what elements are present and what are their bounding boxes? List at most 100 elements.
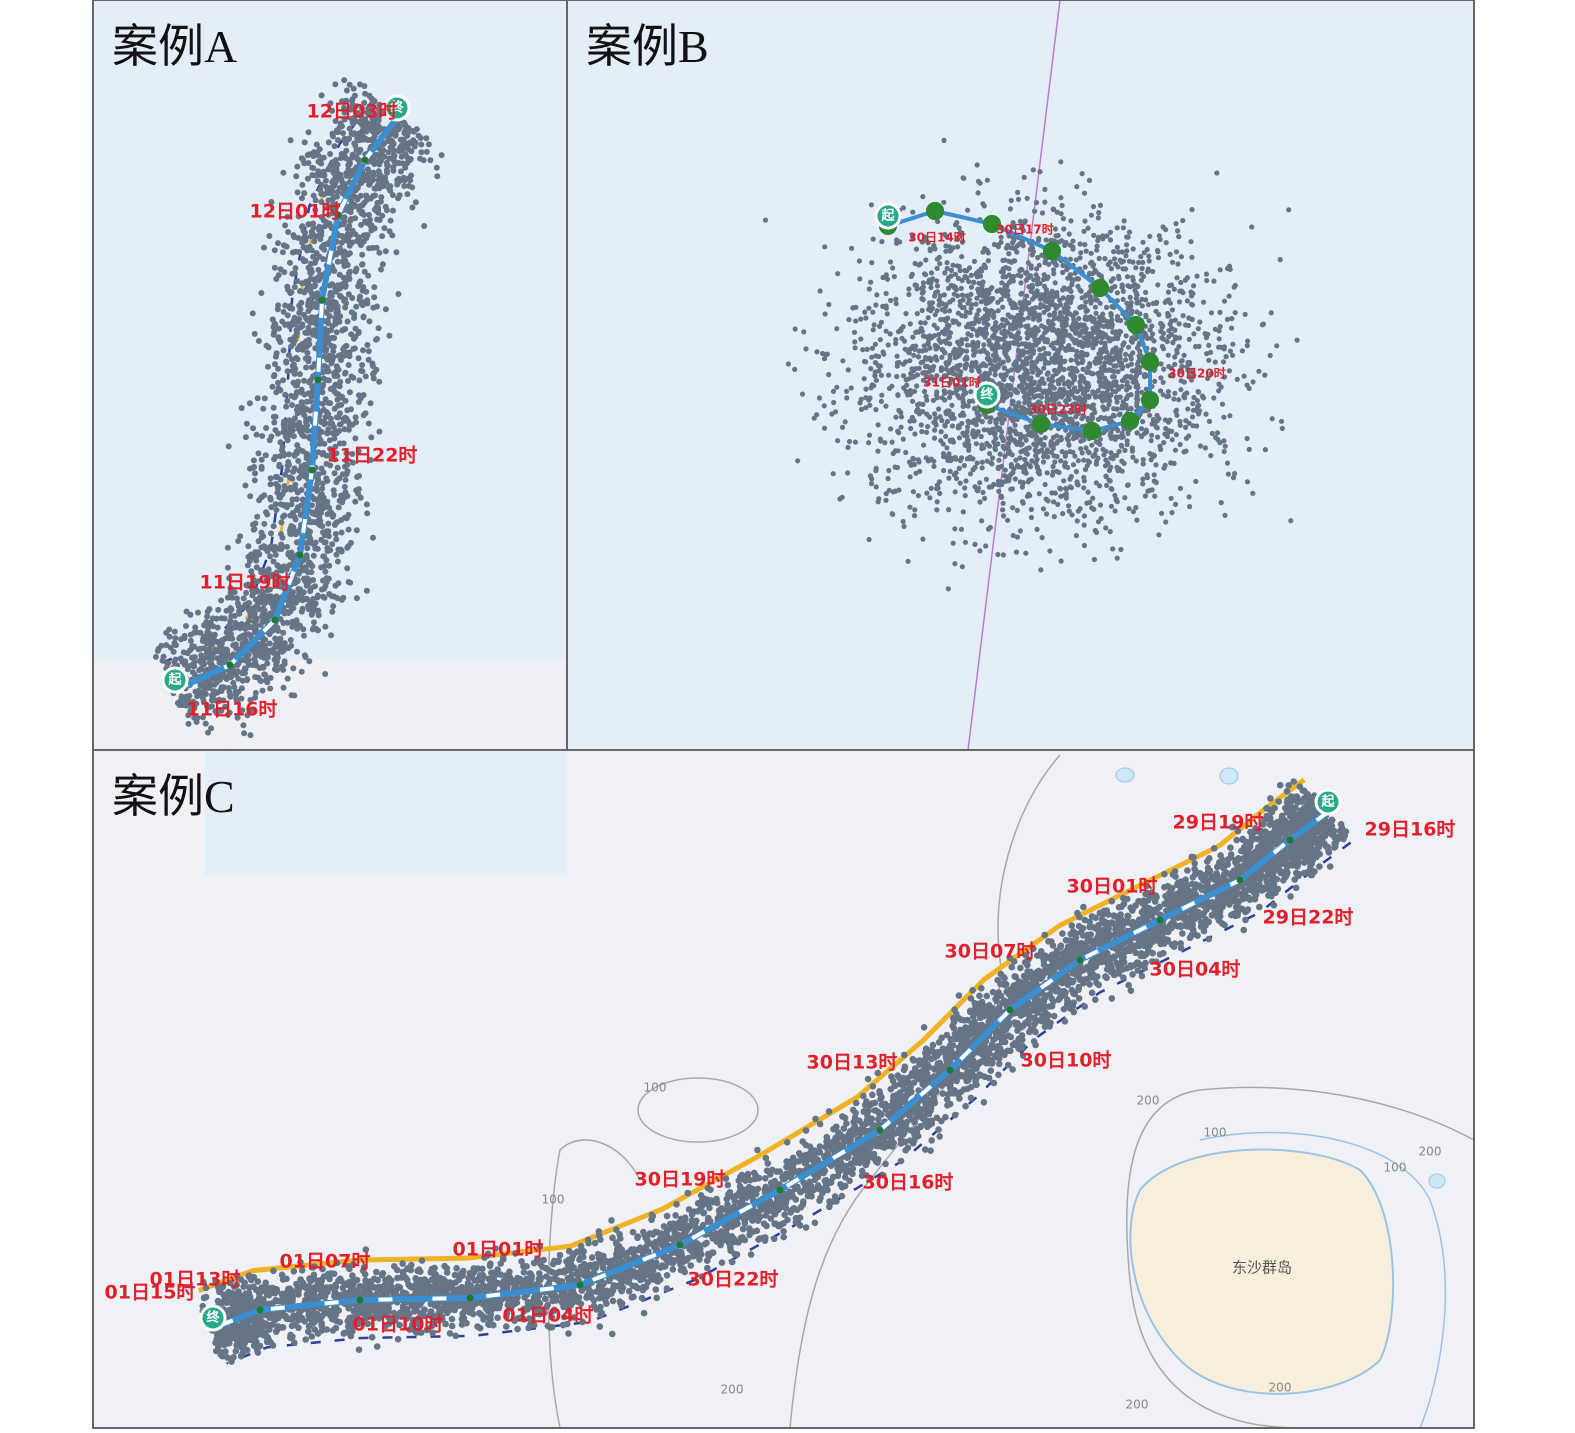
ensemble-member: [249, 573, 256, 579]
ensemble-member: [1000, 304, 1006, 310]
ensemble-member: [255, 538, 262, 545]
ensemble-member: [1048, 440, 1054, 446]
ensemble-member: [988, 415, 994, 421]
ensemble-member: [931, 333, 938, 339]
ensemble-member: [323, 219, 330, 226]
ensemble-member: [1112, 508, 1118, 514]
ensemble-member: [245, 631, 252, 638]
ensemble-member: [339, 258, 346, 265]
ensemble-member: [1012, 315, 1018, 321]
ensemble-member: [325, 320, 332, 327]
ensemble-member: [965, 207, 971, 213]
ensemble-member: [1185, 359, 1191, 366]
ensemble-member: [296, 371, 303, 378]
ensemble-member: [387, 187, 394, 194]
ensemble-member: [323, 575, 330, 582]
ensemble-member: [224, 652, 231, 659]
ensemble-member: [271, 372, 278, 378]
ensemble-member: [398, 153, 405, 160]
ensemble-member: [1186, 494, 1192, 500]
ensemble-member: [181, 635, 188, 642]
ensemble-member: [386, 332, 393, 339]
ensemble-member: [287, 290, 294, 297]
ensemble-member: [1278, 418, 1285, 424]
ensemble-member: [386, 155, 393, 162]
ensemble-member: [1170, 340, 1176, 346]
ensemble-member: [292, 265, 299, 272]
ensemble-member: [291, 692, 298, 699]
ensemble-member: [329, 159, 336, 166]
ensemble-member: [980, 348, 986, 354]
ensemble-member: [968, 284, 975, 290]
ensemble-member: [277, 501, 284, 508]
ensemble-member: [1094, 243, 1100, 249]
ensemble-member: [237, 634, 244, 641]
ensemble-member: [878, 398, 885, 404]
ensemble-member: [287, 637, 294, 643]
ensemble-member: [991, 481, 997, 488]
ensemble-member: [167, 644, 174, 651]
ensemble-member: [259, 648, 266, 655]
ensemble-member: [358, 121, 365, 128]
ensemble-member: [1085, 225, 1091, 231]
ensemble-member: [310, 220, 317, 227]
ensemble-member: [1126, 506, 1132, 512]
ensemble-member: [355, 486, 362, 493]
ensemble-member: [1188, 239, 1194, 245]
ensemble-member: [927, 495, 933, 501]
ensemble-member: [299, 431, 306, 438]
ensemble-member: [314, 178, 321, 185]
ensemble-member: [1047, 300, 1053, 306]
ensemble-member: [964, 428, 970, 435]
ensemble-member: [187, 631, 194, 638]
ensemble-member: [396, 147, 403, 154]
ensemble-member: [1000, 316, 1006, 323]
ensemble-member: [1046, 261, 1052, 267]
ensemble-member: [332, 531, 339, 537]
ensemble-member: [1019, 441, 1025, 447]
ensemble-member: [1224, 316, 1230, 322]
ensemble-member: [999, 330, 1005, 336]
ensemble-member: [235, 538, 242, 544]
ensemble-member: [1147, 412, 1153, 418]
ensemble-member: [1226, 293, 1232, 299]
ensemble-member: [427, 157, 434, 164]
ensemble-member: [199, 714, 206, 721]
ensemble-member: [180, 695, 187, 702]
ensemble-member: [1244, 343, 1250, 349]
ensemble-member: [1070, 238, 1076, 244]
ensemble-member: [252, 674, 259, 680]
ensemble-member: [358, 221, 365, 228]
ensemble-member: [928, 485, 934, 491]
ensemble-member: [345, 362, 352, 368]
ensemble-member: [846, 317, 852, 323]
ensemble-member: [1000, 513, 1007, 519]
ensemble-member: [1057, 302, 1064, 308]
ensemble-member: [329, 195, 336, 202]
ensemble-member: [201, 680, 208, 687]
ensemble-member: [1172, 501, 1179, 507]
ensemble-member: [915, 493, 922, 499]
ensemble-member: [311, 619, 317, 626]
ensemble-member: [287, 303, 294, 309]
ensemble-member: [261, 520, 268, 527]
ensemble-member: [961, 383, 967, 389]
ensemble-member: [1177, 485, 1183, 491]
ensemble-member: [1029, 359, 1035, 365]
ensemble-member: [1163, 240, 1169, 246]
ensemble-member: [350, 85, 357, 92]
ensemble-member: [944, 265, 950, 272]
ensemble-member: [1000, 443, 1006, 449]
ensemble-member: [290, 589, 296, 596]
ensemble-member: [319, 383, 326, 390]
ensemble-member: [346, 81, 353, 88]
ensemble-member: [1087, 361, 1093, 367]
ensemble-member: [312, 197, 319, 204]
ensemble-member: [344, 231, 351, 238]
ensemble-member: [920, 536, 926, 542]
ensemble-member: [320, 529, 326, 536]
ensemble-member: [979, 465, 985, 471]
ensemble-member: [368, 434, 375, 441]
ensemble-member: [1244, 435, 1250, 442]
ensemble-member: [282, 302, 289, 309]
